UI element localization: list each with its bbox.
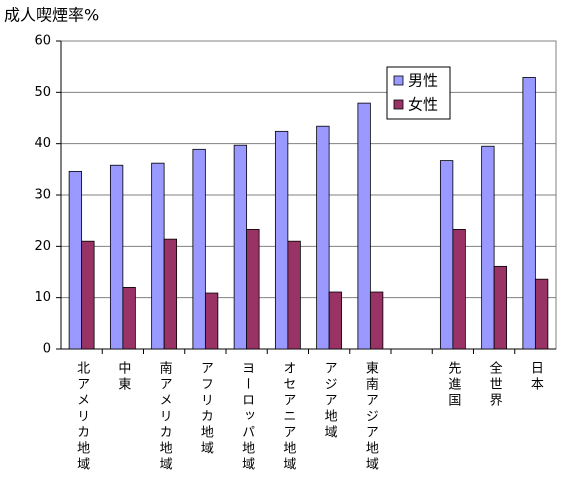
y-tick-label: 30: [34, 188, 51, 203]
bar: [481, 145, 495, 350]
x-tick-label: 全世界: [487, 360, 503, 409]
bar: [287, 240, 301, 350]
y-tick-label: 40: [34, 136, 51, 151]
legend-swatch: [393, 75, 404, 86]
x-tick-label: ヨーロッパ地域: [239, 361, 255, 473]
x-tick-label: 中東: [115, 361, 131, 393]
bar: [328, 291, 343, 350]
bar: [357, 102, 371, 350]
legend-swatch: [393, 99, 404, 110]
bar: [452, 228, 466, 350]
bar: [369, 291, 384, 350]
x-tick-label: 南アメリカ地域: [157, 360, 173, 473]
y-tick-label: 20: [34, 239, 51, 254]
bar: [151, 162, 165, 350]
x-tick-label: オセアニア地域: [280, 361, 296, 473]
legend-label: 女性: [408, 96, 438, 114]
x-tick-label: 東南アジア地域: [363, 360, 379, 473]
x-tick-label: 先進国: [445, 361, 461, 409]
y-tick-label: 0: [43, 342, 51, 357]
bar: [81, 240, 95, 350]
bar: [233, 144, 248, 350]
bar: [163, 238, 178, 350]
chart-title: 成人喫煙率%: [4, 6, 99, 25]
y-tick-label: 10: [34, 290, 51, 305]
bar: [316, 125, 330, 350]
bar: [246, 228, 260, 350]
bar: [493, 265, 508, 350]
bar: [192, 148, 206, 350]
bar: [534, 278, 549, 350]
y-tick-label: 60: [34, 34, 51, 49]
bar: [204, 292, 219, 350]
bar: [439, 160, 454, 350]
bar: [274, 130, 289, 350]
x-tick-label: アジア地域: [322, 361, 338, 441]
x-tick-label: 日本: [528, 361, 544, 393]
x-tick-label: 北アメリカ地域: [74, 361, 90, 473]
bar: [522, 77, 536, 350]
bar: [109, 164, 124, 350]
x-tick-label: アフリカ地域: [198, 361, 214, 457]
y-tick-label: 50: [34, 85, 51, 100]
legend-label: 男性: [408, 72, 438, 90]
bar: [122, 286, 136, 350]
bar: [68, 170, 83, 350]
